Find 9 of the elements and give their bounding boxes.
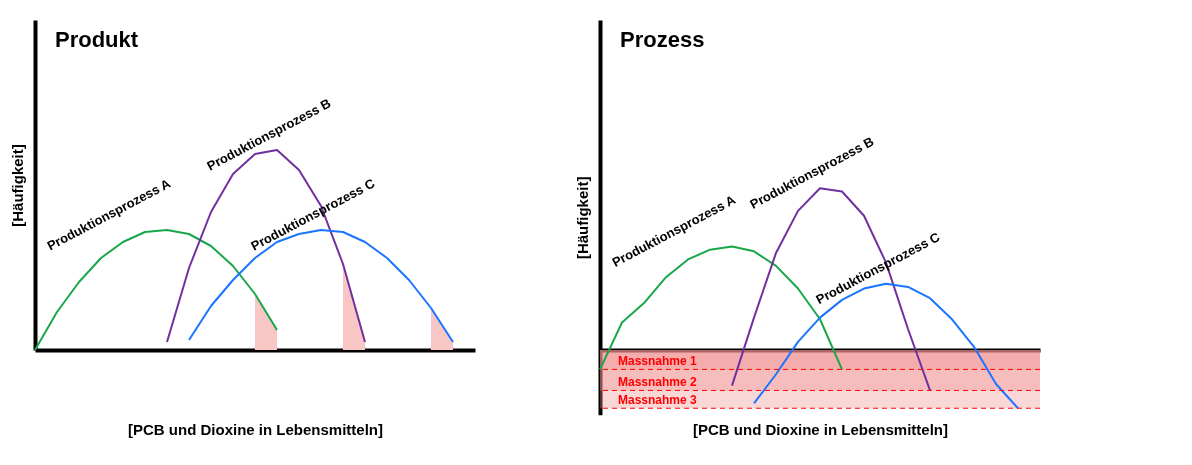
y-axis-title: [Häufigkeit] [573,176,591,260]
y-axis-title: [Häufigkeit] [8,144,26,227]
chart-title: Produkt [55,27,139,52]
ref-line-label: Massnahme 2 [618,375,698,390]
ref-line-label: Massnahme 1 [618,354,698,369]
x-axis-title: [PCB und Dioxine in Lebensmitteln] [127,420,384,438]
chart-title: Prozess [620,27,705,52]
x-axis-title: [PCB und Dioxine in Lebensmitteln] [692,420,949,438]
ref-line-label: Massnahme 3 [618,393,698,408]
